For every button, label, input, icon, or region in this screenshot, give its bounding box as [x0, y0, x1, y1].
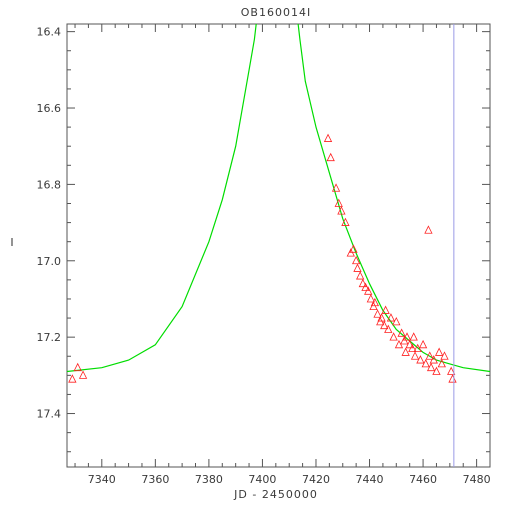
observation-point [389, 332, 398, 341]
observation-point [366, 294, 376, 303]
observation-point [373, 309, 382, 318]
x-tick-label: 7340 [88, 473, 116, 486]
model-curve-line [67, 24, 490, 373]
x-tick-label: 7400 [248, 473, 276, 486]
observation-point [358, 278, 367, 288]
y-tick-label: 17.4 [37, 408, 62, 421]
observation-point [323, 133, 333, 142]
observation-point [364, 286, 373, 295]
observation-point [437, 358, 446, 368]
observation-point [361, 282, 370, 291]
observation-point [392, 316, 401, 326]
chart-title: OB160014I [241, 6, 311, 19]
observation-markers [68, 133, 457, 383]
observation-point [408, 343, 417, 353]
observation-point [349, 244, 358, 253]
observation-point [440, 351, 449, 360]
observation-point [356, 271, 365, 280]
observation-point [337, 206, 346, 215]
y-tick-label: 16.4 [37, 26, 62, 39]
x-axis-label: JD - 2450000 [233, 488, 318, 501]
y-tick-label: 16.6 [37, 102, 62, 115]
observation-point [397, 328, 406, 337]
model-curve-group [67, 24, 490, 373]
observation-point [405, 339, 414, 349]
observation-point [351, 255, 361, 265]
observation-point [426, 362, 436, 372]
observation-point [401, 347, 410, 356]
observation-point [432, 366, 441, 375]
observation-point [380, 320, 389, 330]
observation-point [381, 305, 390, 314]
y-tick-label: 17.2 [37, 331, 62, 344]
observation-point [447, 366, 456, 375]
y-axis-label: I [10, 236, 13, 249]
x-tick-label: 7380 [195, 473, 223, 486]
observation-point [402, 332, 412, 341]
observation-point [334, 198, 343, 207]
observation-point [78, 370, 88, 379]
observation-point [410, 351, 420, 360]
x-axis-ticks: 7340 7360 7380 7400 7420 7440 7460 7480 [74, 24, 491, 486]
observation-point [331, 183, 341, 192]
x-tick-label: 7480 [463, 473, 491, 486]
observation-point [353, 263, 362, 272]
observation-point [370, 297, 380, 307]
y-tick-label: 17.0 [37, 255, 62, 268]
x-tick-label: 7360 [141, 473, 169, 486]
observation-point [434, 347, 444, 356]
observation-point [421, 358, 430, 368]
observation-point [384, 324, 393, 333]
y-axis-ticks: 16.4 16.6 16.8 17.0 17.2 17.4 [37, 26, 490, 453]
observation-point [416, 355, 425, 364]
observation-point [425, 351, 434, 360]
observation-point [377, 313, 386, 322]
observation-point [73, 362, 82, 372]
x-tick-label: 7440 [356, 473, 384, 486]
observation-point [326, 152, 335, 162]
y-tick-label: 16.8 [37, 178, 62, 191]
observation-point [418, 339, 428, 349]
observation-point [424, 225, 433, 234]
plot-frame [66, 23, 491, 468]
observation-point [448, 374, 457, 383]
observation-point [386, 313, 396, 322]
observation-point [409, 332, 418, 341]
observation-point [429, 355, 438, 364]
x-tick-label: 7460 [409, 473, 437, 486]
observation-point [341, 217, 350, 226]
x-tick-label: 7420 [302, 473, 330, 486]
observation-point [68, 374, 77, 383]
